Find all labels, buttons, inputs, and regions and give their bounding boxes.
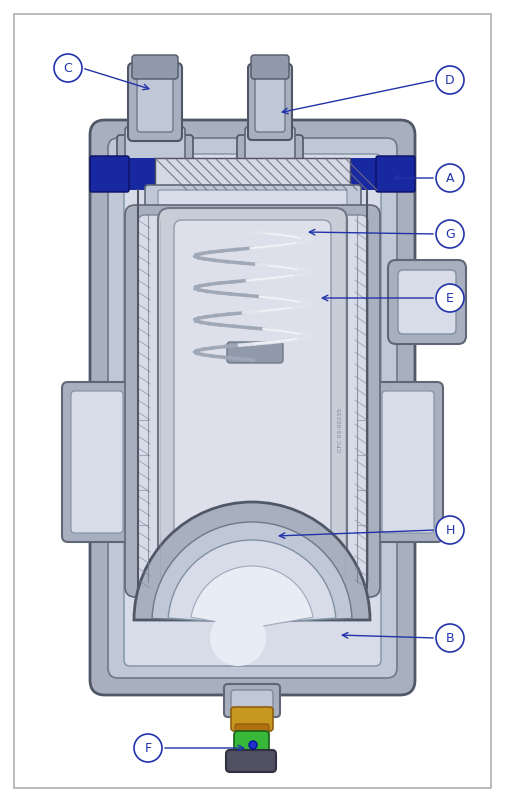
FancyBboxPatch shape: [14, 14, 491, 788]
Text: D: D: [445, 74, 455, 87]
FancyBboxPatch shape: [235, 724, 269, 738]
FancyBboxPatch shape: [158, 208, 347, 592]
Bar: [105, 158, 400, 190]
Text: H: H: [445, 524, 455, 537]
Text: G: G: [445, 228, 455, 241]
Circle shape: [134, 734, 162, 762]
Wedge shape: [134, 502, 370, 620]
Wedge shape: [191, 566, 313, 628]
FancyBboxPatch shape: [108, 138, 397, 678]
Wedge shape: [152, 522, 352, 622]
Circle shape: [436, 220, 464, 248]
FancyBboxPatch shape: [224, 684, 280, 717]
FancyBboxPatch shape: [373, 382, 443, 542]
FancyBboxPatch shape: [376, 156, 415, 192]
Circle shape: [210, 610, 266, 666]
FancyBboxPatch shape: [145, 185, 361, 219]
Text: F: F: [144, 742, 151, 755]
Circle shape: [436, 284, 464, 312]
FancyBboxPatch shape: [117, 135, 193, 189]
FancyBboxPatch shape: [90, 120, 415, 695]
Text: E: E: [446, 291, 454, 305]
FancyBboxPatch shape: [245, 127, 295, 161]
FancyBboxPatch shape: [62, 382, 132, 542]
FancyBboxPatch shape: [71, 391, 123, 533]
FancyBboxPatch shape: [128, 63, 182, 141]
FancyBboxPatch shape: [125, 205, 380, 597]
FancyBboxPatch shape: [231, 690, 273, 714]
Text: B: B: [446, 631, 454, 645]
Circle shape: [249, 741, 257, 749]
Wedge shape: [168, 540, 336, 624]
FancyBboxPatch shape: [174, 220, 331, 580]
FancyBboxPatch shape: [251, 55, 289, 79]
FancyBboxPatch shape: [231, 707, 273, 731]
Circle shape: [436, 624, 464, 652]
FancyBboxPatch shape: [234, 731, 269, 761]
Circle shape: [436, 516, 464, 544]
Bar: [155, 158, 350, 190]
FancyBboxPatch shape: [90, 156, 129, 192]
FancyBboxPatch shape: [124, 154, 381, 666]
Text: A: A: [446, 172, 454, 184]
Text: CFC 03-00235: CFC 03-00235: [337, 408, 342, 452]
FancyBboxPatch shape: [125, 127, 185, 163]
FancyBboxPatch shape: [255, 71, 285, 132]
FancyBboxPatch shape: [382, 391, 434, 533]
Circle shape: [54, 54, 82, 82]
Circle shape: [436, 66, 464, 94]
FancyBboxPatch shape: [137, 71, 173, 132]
FancyBboxPatch shape: [138, 215, 368, 587]
Text: C: C: [64, 62, 72, 75]
FancyBboxPatch shape: [388, 260, 466, 344]
Bar: [155, 158, 350, 190]
FancyBboxPatch shape: [248, 64, 292, 140]
Circle shape: [436, 164, 464, 192]
FancyBboxPatch shape: [237, 135, 303, 186]
FancyBboxPatch shape: [150, 574, 354, 592]
FancyBboxPatch shape: [132, 55, 178, 79]
FancyBboxPatch shape: [227, 342, 283, 363]
FancyBboxPatch shape: [226, 750, 276, 772]
FancyBboxPatch shape: [158, 190, 347, 214]
FancyBboxPatch shape: [398, 270, 456, 334]
